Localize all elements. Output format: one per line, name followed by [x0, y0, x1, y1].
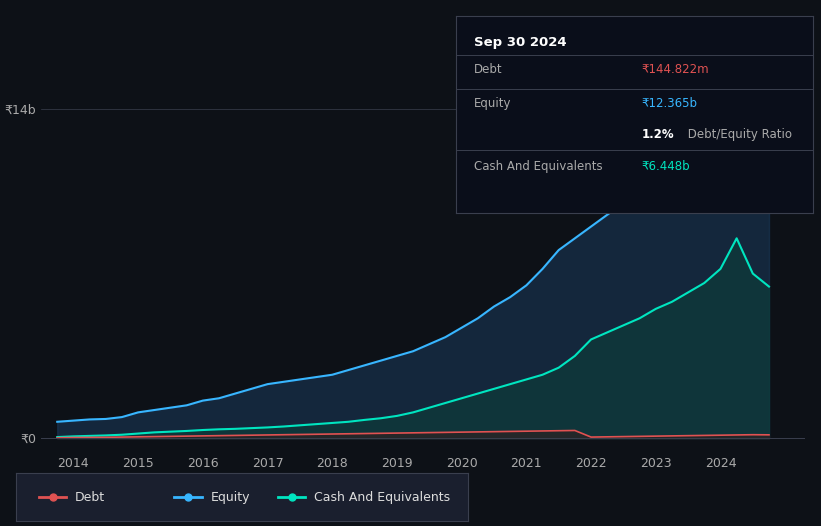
Text: Cash And Equivalents: Cash And Equivalents: [314, 491, 451, 503]
Text: Equity: Equity: [474, 97, 511, 109]
Text: Debt/Equity Ratio: Debt/Equity Ratio: [684, 128, 792, 141]
Text: Sep 30 2024: Sep 30 2024: [474, 36, 566, 48]
Text: Debt: Debt: [474, 63, 502, 76]
Text: Cash And Equivalents: Cash And Equivalents: [474, 160, 602, 173]
Text: ₹144.822m: ₹144.822m: [641, 63, 709, 76]
Text: 1.2%: 1.2%: [641, 128, 674, 141]
Text: Equity: Equity: [211, 491, 250, 503]
Text: ₹12.365b: ₹12.365b: [641, 97, 697, 109]
Text: ₹6.448b: ₹6.448b: [641, 160, 690, 173]
Text: Debt: Debt: [76, 491, 105, 503]
